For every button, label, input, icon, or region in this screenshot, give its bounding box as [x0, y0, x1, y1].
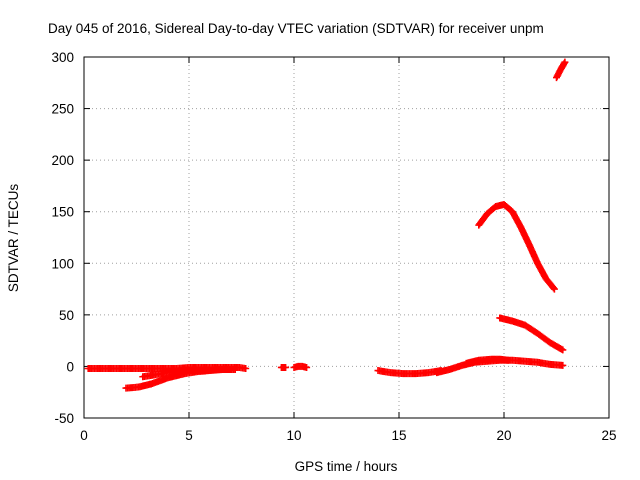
series-arc-h [462, 355, 512, 367]
y-tick-label: 0 [66, 359, 74, 374]
series-arc-f [374, 367, 445, 378]
series-arc-c [139, 366, 235, 381]
x-tick-label: 0 [80, 428, 88, 443]
data-point [504, 356, 512, 364]
data-point [561, 58, 569, 66]
y-tick-label: 50 [59, 308, 74, 323]
data-point [282, 363, 290, 371]
x-tick-label: 15 [391, 428, 406, 443]
x-tick-label: 10 [286, 428, 301, 443]
data-point [242, 364, 250, 372]
data-points [84, 58, 569, 392]
data-point [303, 363, 311, 371]
x-tick-label: 25 [601, 428, 616, 443]
x-axis-label: GPS time / hours [295, 459, 398, 474]
x-tick-label: 5 [185, 428, 193, 443]
chart-title: Day 045 of 2016, Sidereal Day-to-day VTE… [48, 21, 544, 36]
data-point [549, 284, 557, 292]
y-tick-label: 200 [51, 153, 74, 168]
y-tick-label: 100 [51, 256, 74, 271]
data-point [227, 366, 235, 374]
series-arc-i [475, 200, 558, 293]
tick-labels: 0 5 10 15 20 25 -50 0 50 100 150 200 250 300 [51, 50, 616, 443]
series-arc-k [553, 58, 569, 82]
y-tick-label: 300 [51, 50, 74, 65]
data-point [559, 361, 567, 369]
series-arc-j [496, 314, 567, 354]
data-point [550, 285, 558, 293]
y-tick-label: 250 [51, 102, 74, 117]
axis-ticks [83, 56, 610, 419]
y-tick-label: 150 [51, 205, 74, 220]
series-arc-d [277, 363, 290, 371]
data-point [559, 346, 567, 354]
plot-frame [83, 56, 610, 419]
y-axis-label: SDTVAR / TECUs [6, 184, 21, 293]
y-tick-label: -50 [54, 411, 74, 426]
x-tick-label: 20 [496, 428, 511, 443]
series-arc-e [290, 362, 311, 371]
